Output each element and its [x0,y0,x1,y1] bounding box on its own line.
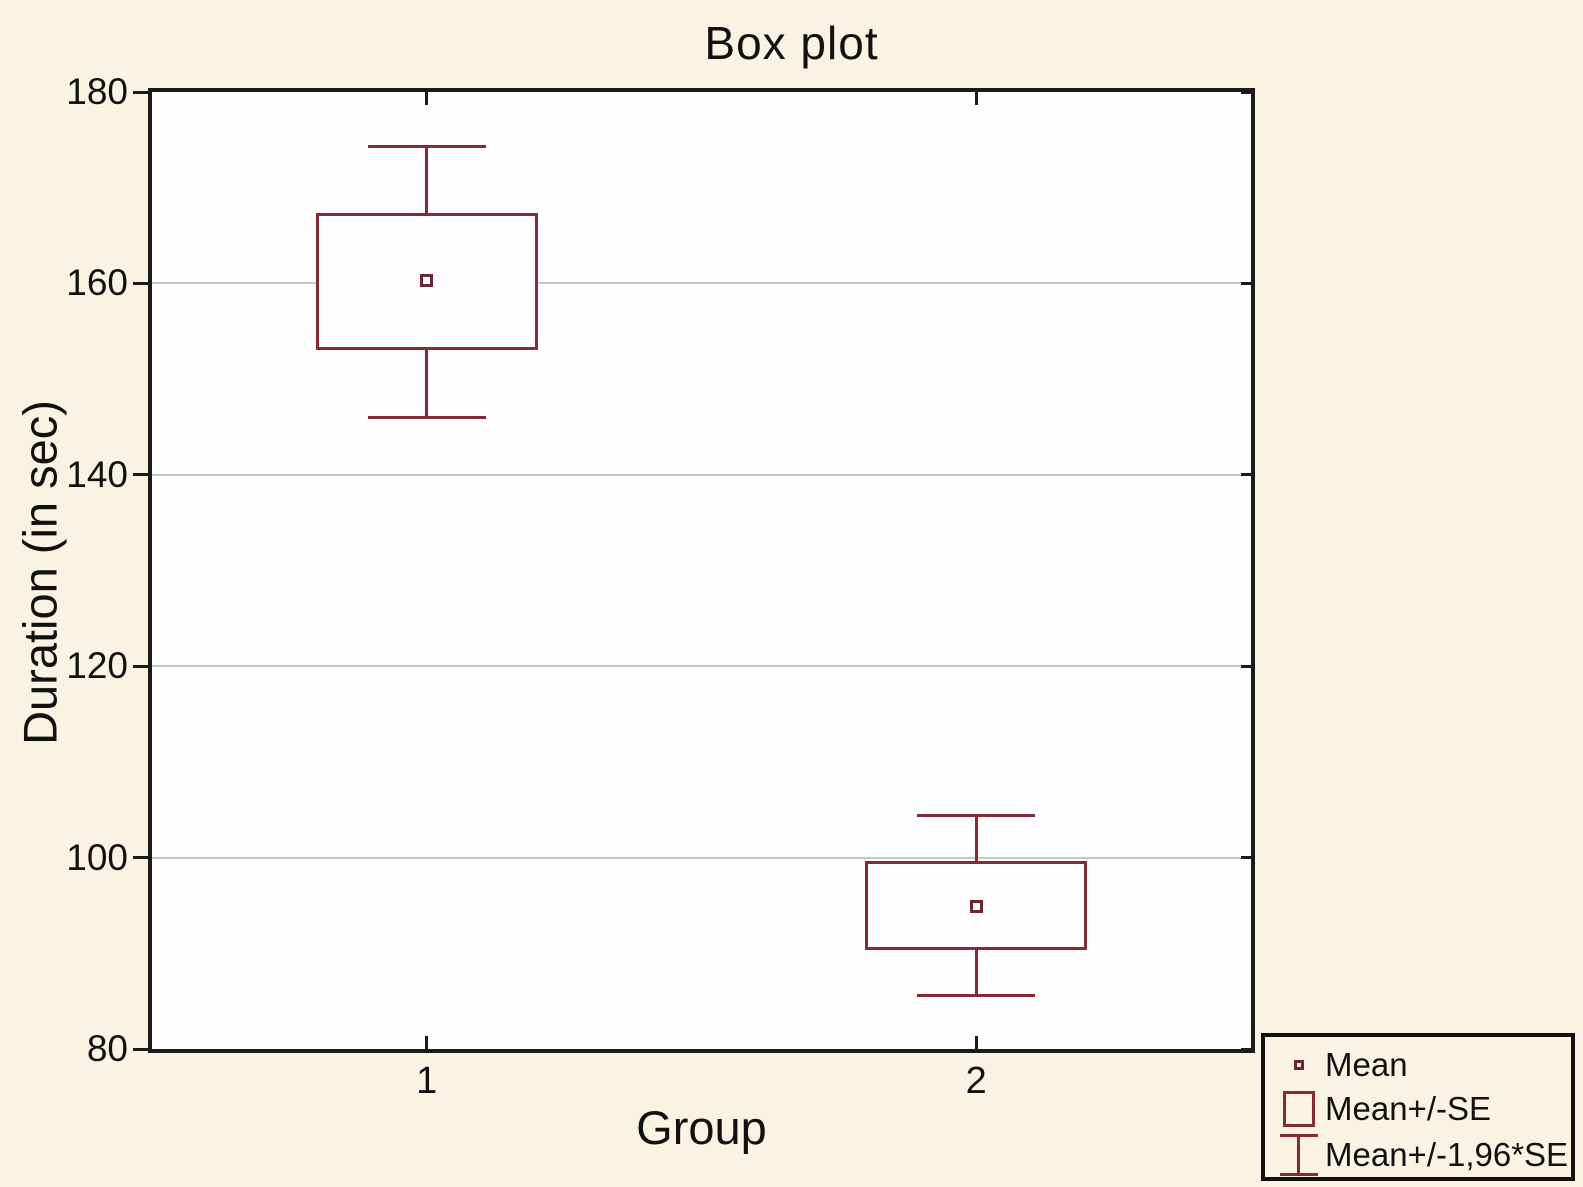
y-tick-right-120 [1241,664,1251,668]
y-tick-label-120: 120 [66,645,128,687]
se-box-icon [1283,1091,1315,1127]
legend-box: Mean Mean+/-SE Mean+/-1,96*SE [1261,1033,1575,1181]
y-tick-right-180 [1241,90,1251,94]
y-tick-left-180 [133,90,148,94]
plot-area [148,88,1255,1053]
whisker-cap-top-group-1 [367,145,486,149]
gridline-120 [152,665,1251,668]
x-tick-label-1: 1 [416,1060,438,1102]
x-axis-title: Group [636,1101,767,1154]
whisker-cap-bottom-group-2 [917,993,1036,997]
y-tick-left-160 [133,281,148,285]
y-tick-right-100 [1241,856,1251,860]
x-tick-label-2: 2 [965,1060,987,1102]
legend-row-ci: Mean+/-1,96*SE [1273,1133,1568,1177]
mean-marker-icon [1294,1060,1304,1070]
y-tick-label-100: 100 [66,836,128,878]
gridline-160 [152,282,1251,285]
legend-label-mean: Mean [1325,1046,1408,1083]
y-tick-right-80 [1241,1047,1251,1051]
chart-title: Box plot [704,17,879,69]
ci-whisker-icon [1280,1134,1318,1176]
mean-marker-group-1 [420,274,434,288]
y-tick-label-180: 180 [66,71,128,112]
x-tick-bottom-1 [425,1036,429,1049]
legend-row-mean: Mean [1273,1043,1408,1087]
gridline-140 [152,473,1251,476]
y-tick-label-160: 160 [66,262,128,304]
whisker-lower-group-2 [974,950,978,996]
whisker-cap-top-group-2 [917,813,1036,817]
y-tick-left-120 [133,664,148,668]
x-tick-top-1 [425,92,429,105]
y-tick-label-80: 80 [86,1028,128,1069]
x-tick-top-2 [974,92,978,105]
x-tick-bottom-2 [974,1036,978,1049]
whisker-upper-group-2 [974,815,978,862]
whisker-cap-bottom-group-1 [367,415,486,419]
y-tick-right-160 [1241,281,1251,285]
mean-marker-group-2 [969,899,983,913]
whisker-lower-group-1 [425,350,429,418]
y-tick-label-140: 140 [66,453,128,495]
whisker-upper-group-1 [425,146,429,213]
legend-row-se: Mean+/-SE [1273,1087,1491,1131]
legend-label-ci: Mean+/-1,96*SE [1325,1136,1569,1173]
gridline-100 [152,856,1251,859]
y-tick-left-100 [133,856,148,860]
y-tick-left-140 [133,473,148,477]
y-axis-title: Duration (in sec) [13,400,67,745]
legend-label-se: Mean+/-SE [1325,1090,1491,1127]
y-tick-left-80 [133,1047,148,1051]
y-tick-right-140 [1241,473,1251,477]
